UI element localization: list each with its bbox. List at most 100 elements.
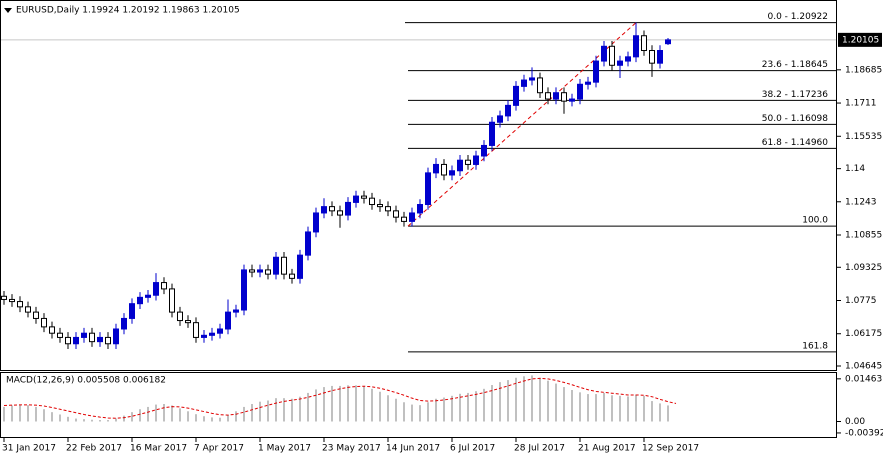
macd-bar — [155, 404, 157, 422]
candle-body — [633, 35, 639, 58]
macd-bar — [235, 411, 237, 422]
x-tick-label: 23 May 2017 — [322, 444, 381, 454]
macd-title: MACD(12,26,9) 0.005508 0.006182 — [6, 376, 166, 386]
candle-body — [425, 172, 431, 206]
candle-body — [321, 206, 327, 214]
candle-body — [521, 79, 527, 87]
macd-bar — [115, 418, 117, 422]
macd-bar — [411, 404, 413, 422]
candle-body — [505, 104, 511, 117]
candle-body — [313, 212, 319, 233]
macd-bar — [379, 391, 381, 422]
candle-body — [457, 159, 463, 172]
fib-label: 50.0 - 1.16098 — [762, 114, 828, 124]
y-tick-label: 0.00 — [845, 417, 865, 427]
macd-bar — [107, 420, 109, 422]
macd-bar — [475, 391, 477, 422]
candle-body — [81, 332, 87, 338]
chart-title: EURUSD,Daily 1.19924 1.20192 1.19863 1.2… — [16, 6, 240, 16]
macd-bar — [459, 393, 461, 422]
macd-bar — [251, 403, 253, 422]
candle-body — [73, 336, 79, 345]
macd-bar — [435, 398, 437, 422]
y-tick-label: 1.18685 — [845, 65, 882, 75]
macd-bar — [267, 400, 269, 422]
candle-body — [441, 163, 447, 176]
macd-bar — [627, 396, 629, 422]
candle-body — [153, 282, 159, 296]
macd-bar — [531, 375, 533, 422]
macd-bar — [555, 383, 557, 422]
macd-bar — [611, 395, 613, 422]
candle-body — [665, 39, 671, 45]
fib-trendline — [407, 22, 637, 227]
macd-bar — [619, 395, 621, 422]
candle-body — [185, 320, 191, 324]
y-tick-label: 1.1711 — [845, 99, 877, 109]
macd-bar — [363, 386, 365, 422]
macd-bar — [291, 398, 293, 422]
macd-bar — [371, 388, 373, 422]
macd-bar — [51, 412, 53, 422]
macd-bar — [299, 396, 301, 422]
candle-body — [17, 301, 23, 308]
macd-bar — [275, 398, 277, 422]
fib-label: 23.6 - 1.18645 — [762, 60, 828, 70]
candle-body — [385, 206, 391, 212]
macd-bar — [11, 405, 13, 422]
candle-body — [569, 98, 575, 102]
y-tick-label: 0.01463 — [845, 374, 882, 384]
y-tick-label: 1.1243 — [845, 197, 877, 207]
candle-body — [369, 197, 375, 206]
candle-body — [649, 50, 655, 64]
macd-bar — [587, 394, 589, 422]
macd-bar — [403, 402, 405, 422]
candle-body — [593, 60, 599, 83]
macd-bar — [499, 382, 501, 422]
macd-bar — [339, 385, 341, 422]
macd-bar — [451, 395, 453, 422]
candle-body — [337, 210, 343, 216]
candle-body — [97, 336, 103, 343]
macd-bar — [139, 409, 141, 422]
x-tick-label: 1 May 2017 — [258, 444, 311, 454]
macd-bar — [171, 405, 173, 422]
macd-bar — [195, 414, 197, 422]
x-tick-label: 31 Jan 2017 — [2, 444, 56, 454]
macd-bar — [27, 405, 29, 422]
macd-frame — [0, 372, 837, 438]
candle-body — [609, 45, 615, 66]
macd-bar — [595, 394, 597, 422]
candle-body — [361, 195, 367, 199]
candle-body — [209, 332, 215, 336]
macd-bar — [179, 408, 181, 422]
price-frame — [0, 0, 837, 371]
macd-bar — [259, 401, 261, 422]
candle-body — [273, 256, 279, 275]
candle-body — [193, 322, 199, 338]
macd-bar — [603, 392, 605, 422]
candle-body — [169, 288, 175, 313]
candle-body — [257, 269, 263, 273]
macd-bar — [539, 377, 541, 422]
macd-bar — [419, 405, 421, 422]
macd-bar — [395, 398, 397, 422]
candle-body — [409, 212, 415, 222]
candle-body — [129, 303, 135, 319]
candle-body — [265, 269, 271, 275]
candle-body — [1, 295, 7, 300]
macd-bar — [123, 415, 125, 422]
y-tick-label: 1.10855 — [845, 231, 882, 241]
macd-bar — [43, 409, 45, 422]
macd-bar — [347, 385, 349, 422]
candle-body — [465, 159, 471, 165]
candle-body — [89, 332, 95, 343]
macd-bar — [667, 405, 669, 422]
macd-bar — [467, 392, 469, 422]
macd-bar — [19, 404, 21, 422]
menu-arrow — [4, 8, 12, 13]
macd-bar — [219, 417, 221, 422]
candle-body — [473, 155, 479, 165]
